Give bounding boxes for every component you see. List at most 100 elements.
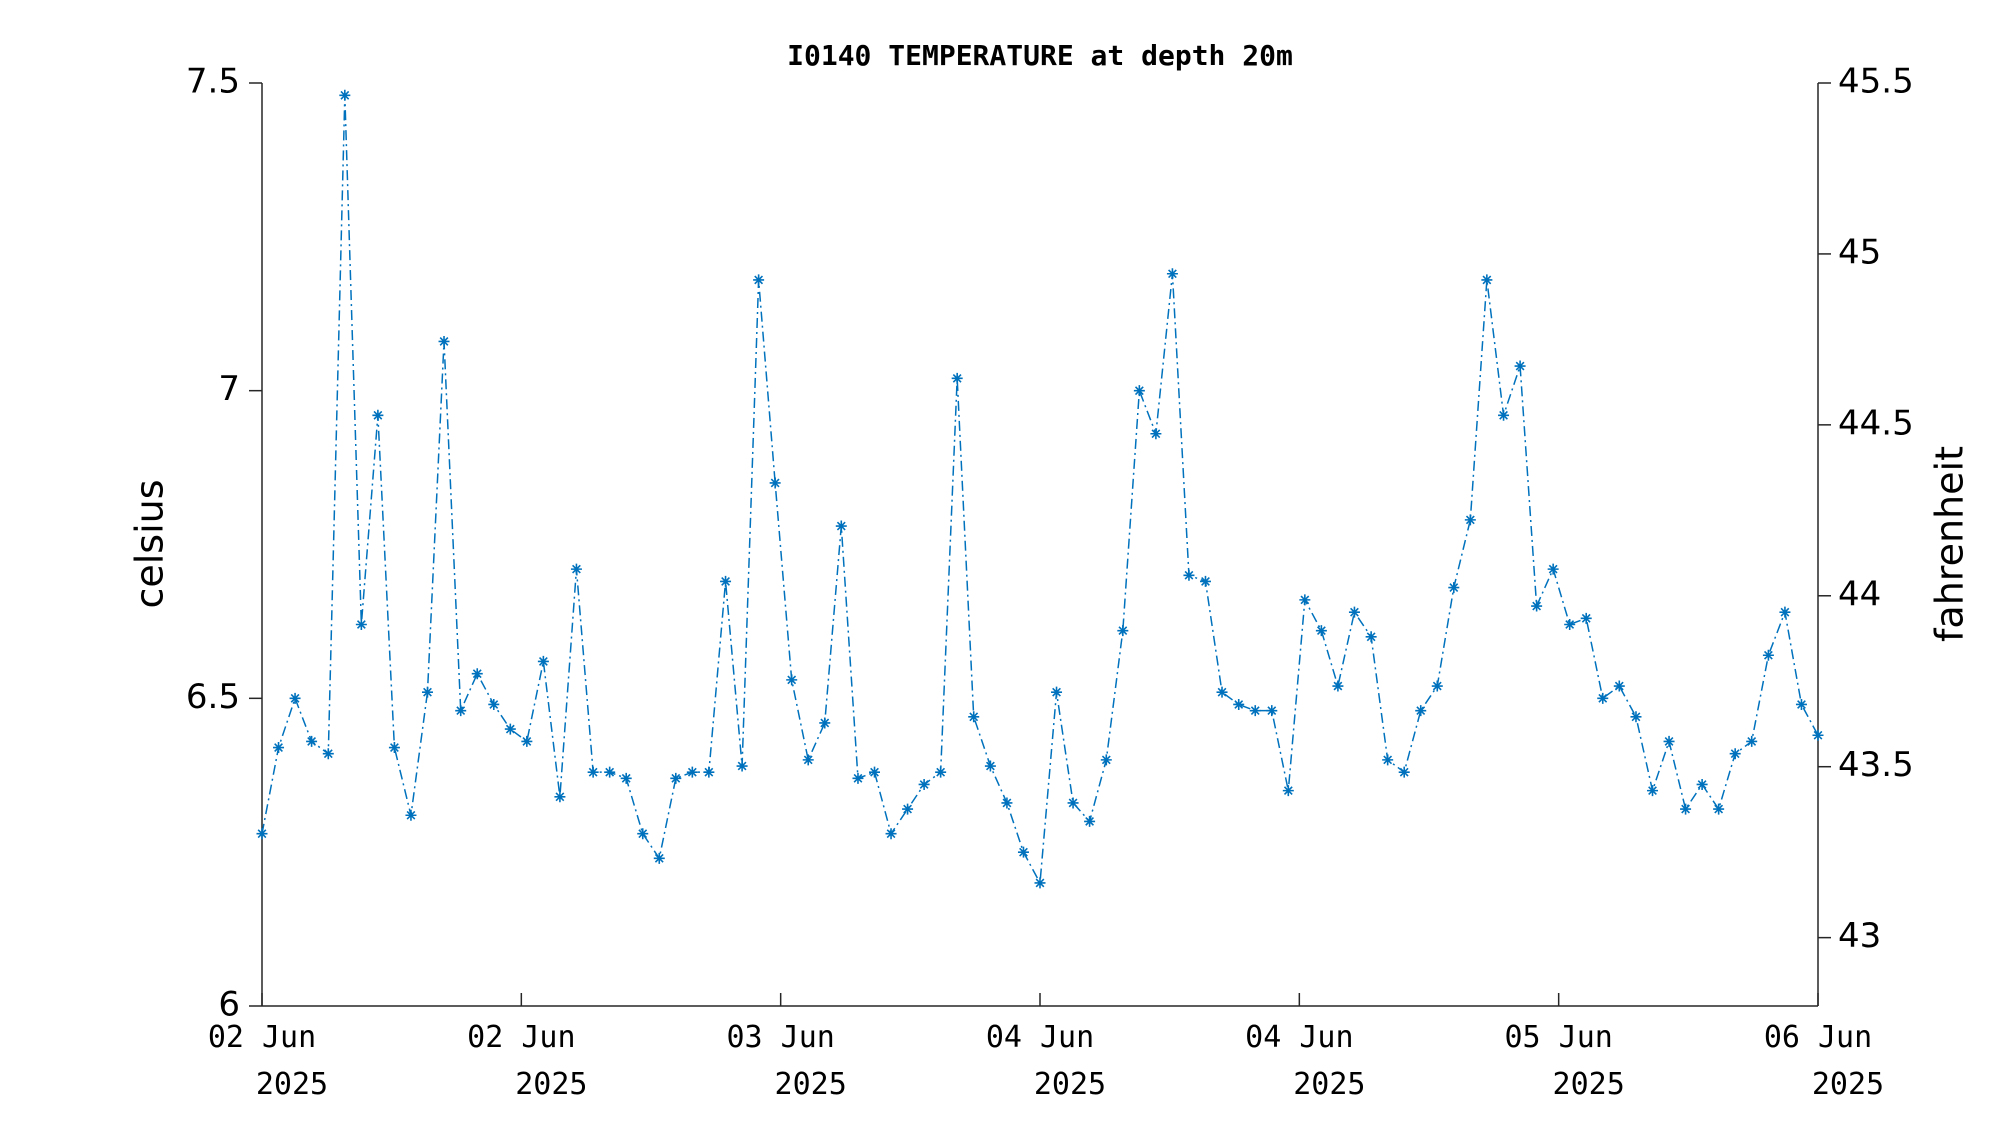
marker bbox=[256, 828, 268, 840]
marker bbox=[273, 742, 285, 754]
x-tick-line: 06 Jun bbox=[1764, 1020, 1872, 1055]
marker bbox=[1199, 575, 1211, 587]
y2-tick-label: 44 bbox=[1838, 574, 1881, 614]
marker bbox=[1812, 729, 1824, 741]
marker bbox=[1315, 625, 1327, 637]
x-tick-line: 2025 bbox=[1553, 1067, 1625, 1102]
marker bbox=[604, 766, 616, 778]
marker bbox=[1481, 274, 1493, 286]
marker bbox=[455, 705, 467, 717]
x-tick-label: 03 Jun 2025 bbox=[726, 1020, 846, 1102]
marker bbox=[1348, 606, 1360, 618]
y-tick-label: 7 bbox=[218, 369, 240, 409]
marker bbox=[1564, 618, 1576, 630]
marker bbox=[1150, 428, 1162, 440]
marker bbox=[1299, 594, 1311, 606]
marker bbox=[388, 742, 400, 754]
marker bbox=[819, 717, 831, 729]
marker bbox=[1729, 748, 1741, 760]
x-tick-line: 2025 bbox=[1034, 1067, 1106, 1102]
marker bbox=[1713, 803, 1725, 815]
marker bbox=[902, 803, 914, 815]
marker bbox=[1332, 680, 1344, 692]
marker bbox=[537, 655, 549, 667]
x-tick-line: 04 Jun bbox=[1245, 1020, 1353, 1055]
y2-axis-label: fahrenheit bbox=[1928, 446, 1972, 642]
x-tick-line: 2025 bbox=[1293, 1067, 1365, 1102]
x-tick-label: 04 Jun 2025 bbox=[986, 1020, 1106, 1102]
x-tick-line: 02 Jun bbox=[467, 1020, 575, 1055]
marker bbox=[1001, 797, 1013, 809]
x-tick-line: 2025 bbox=[1812, 1067, 1884, 1102]
x-tick-label: 04 Jun 2025 bbox=[1245, 1020, 1365, 1102]
marker bbox=[1514, 360, 1526, 372]
marker bbox=[1117, 625, 1129, 637]
marker bbox=[1746, 735, 1758, 747]
marker bbox=[521, 735, 533, 747]
series-line bbox=[261, 95, 1819, 886]
marker bbox=[769, 477, 781, 489]
marker bbox=[802, 754, 814, 766]
marker bbox=[488, 698, 500, 710]
marker bbox=[322, 748, 334, 760]
marker bbox=[1464, 514, 1476, 526]
marker bbox=[504, 723, 516, 735]
y-tick-label: 6 bbox=[218, 985, 240, 1025]
marker bbox=[1216, 686, 1228, 698]
marker bbox=[587, 766, 599, 778]
marker bbox=[686, 766, 698, 778]
marker bbox=[852, 772, 864, 784]
marker bbox=[1398, 766, 1410, 778]
marker bbox=[1547, 563, 1559, 575]
marker bbox=[869, 766, 881, 778]
marker bbox=[306, 735, 318, 747]
marker bbox=[1084, 815, 1096, 827]
marker bbox=[918, 778, 930, 790]
x-tick-line: 2025 bbox=[515, 1067, 587, 1102]
marker bbox=[736, 760, 748, 772]
marker bbox=[935, 766, 947, 778]
marker bbox=[339, 89, 351, 101]
marker bbox=[1531, 600, 1543, 612]
marker bbox=[1580, 612, 1592, 624]
marker bbox=[1051, 686, 1063, 698]
marker bbox=[951, 372, 963, 384]
marker bbox=[1133, 385, 1145, 397]
x-tick-line: 04 Jun bbox=[986, 1020, 1094, 1055]
x-tick-line: 2025 bbox=[775, 1067, 847, 1102]
marker bbox=[1680, 803, 1692, 815]
marker bbox=[620, 772, 632, 784]
x-tick-line: 05 Jun bbox=[1504, 1020, 1612, 1055]
marker bbox=[637, 828, 649, 840]
x-tick-label: 02 Jun 2025 bbox=[208, 1020, 328, 1102]
marker bbox=[1166, 268, 1178, 280]
marker bbox=[968, 711, 980, 723]
marker bbox=[570, 563, 582, 575]
marker bbox=[405, 809, 417, 821]
marker bbox=[1762, 649, 1774, 661]
marker bbox=[355, 618, 367, 630]
x-tick-line: 02 Jun bbox=[208, 1020, 316, 1055]
marker bbox=[1249, 705, 1261, 717]
marker bbox=[1613, 680, 1625, 692]
marker bbox=[1415, 705, 1427, 717]
marker bbox=[1795, 698, 1807, 710]
y2-tick-label: 45.5 bbox=[1838, 62, 1914, 102]
marker bbox=[1282, 785, 1294, 797]
marker bbox=[753, 274, 765, 286]
y2-tick-label: 44.5 bbox=[1838, 403, 1914, 443]
marker bbox=[372, 409, 384, 421]
marker bbox=[1034, 877, 1046, 889]
marker bbox=[653, 852, 665, 864]
marker bbox=[835, 520, 847, 532]
marker bbox=[1365, 631, 1377, 643]
marker bbox=[471, 668, 483, 680]
marker bbox=[1696, 778, 1708, 790]
marker bbox=[1431, 680, 1443, 692]
marker bbox=[1233, 698, 1245, 710]
x-tick-label: 05 Jun 2025 bbox=[1504, 1020, 1624, 1102]
marker bbox=[1266, 705, 1278, 717]
marker bbox=[1779, 606, 1791, 618]
marker bbox=[1663, 735, 1675, 747]
chart-title: I0140 TEMPERATURE at depth 20m bbox=[787, 39, 1293, 72]
